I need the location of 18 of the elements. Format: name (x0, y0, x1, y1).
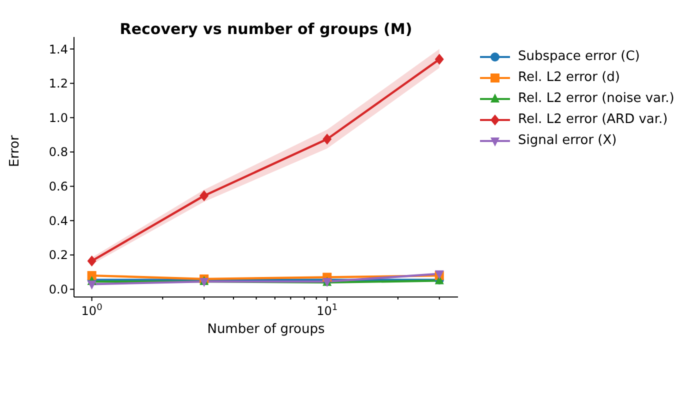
y-tick-label: 0.6 (48, 180, 68, 194)
legend-label: Signal error (X) (518, 133, 617, 148)
y-tick-label: 0.4 (48, 214, 68, 228)
y-tick-label: 1.0 (48, 110, 68, 125)
legend-label: Subspace error (C) (518, 49, 640, 64)
legend-label: Rel. L2 error (noise var.) (518, 91, 674, 106)
legend-label: Rel. L2 error (d) (518, 70, 620, 85)
legend-label: Rel. L2 error (ARD var.) (518, 112, 668, 127)
y-tick-label: 0.2 (48, 248, 68, 262)
chart-title: Recovery vs number of groups (M) (118, 20, 414, 38)
y-tick-label: 0.8 (48, 145, 68, 160)
y-tick-label: 1.4 (48, 42, 68, 56)
x-tick-label: 10$^{1}$ (316, 303, 338, 318)
y-tick-label: 0.0 (48, 282, 68, 297)
x-axis-title: Number of groups (207, 322, 325, 337)
y-tick-label: 1.2 (48, 76, 68, 91)
x-tick-label: 10$^{0}$ (81, 303, 103, 318)
y-axis-title: Error (8, 134, 23, 167)
